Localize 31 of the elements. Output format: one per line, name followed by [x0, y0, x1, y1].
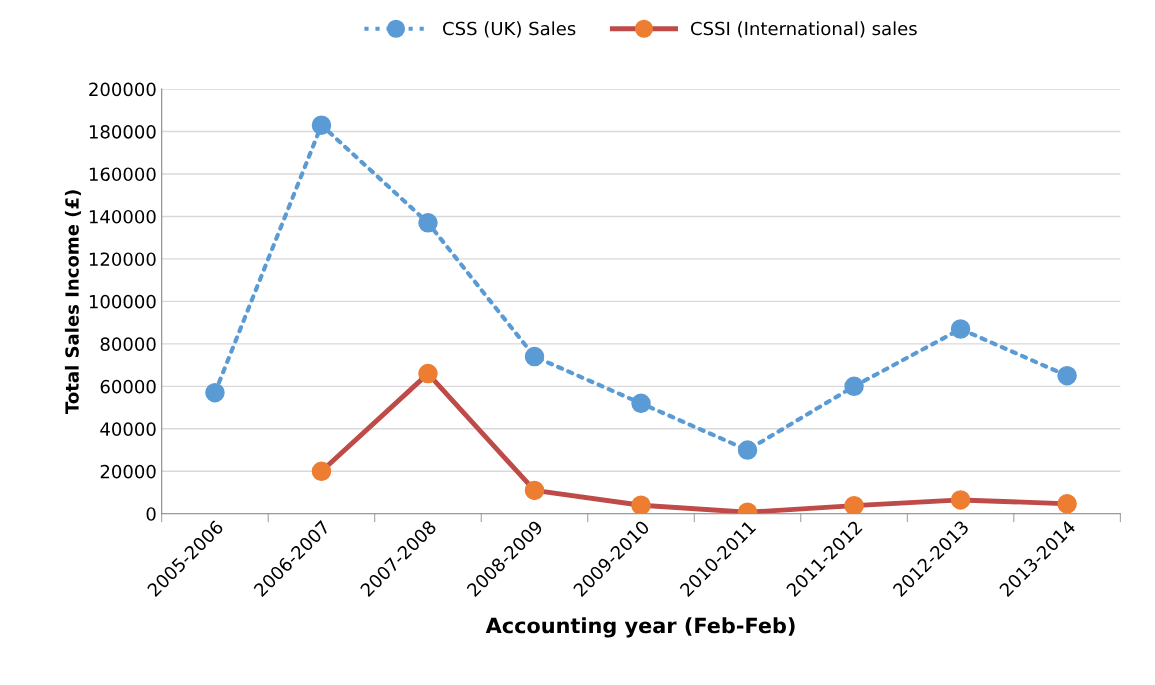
point — [524, 480, 545, 501]
y-tick-label: 180000 — [89, 124, 156, 139]
point — [950, 319, 971, 339]
y-tick-label: 60000 — [100, 379, 156, 394]
point — [524, 346, 545, 367]
y-tick-label: 120000 — [89, 252, 156, 267]
x-axis-title: Accounting year (Feb-Feb) — [485, 617, 795, 638]
y-tick-label: 160000 — [89, 167, 156, 182]
legend-label: CSS (UK) Sales — [443, 21, 576, 38]
point — [311, 461, 332, 482]
point — [311, 115, 332, 135]
point — [418, 213, 438, 233]
y-tick-label: 80000 — [100, 337, 156, 351]
legend-label: CSSI (International) sales — [691, 21, 917, 38]
y-tick-label: 40000 — [100, 422, 156, 436]
point — [844, 495, 864, 514]
y-tick-label: 100000 — [89, 294, 156, 309]
y-axis-title: Total Sales Income (£) — [64, 190, 81, 414]
point — [418, 363, 438, 384]
point — [737, 440, 758, 460]
point — [1057, 365, 1077, 386]
y-tick-label: 200000 — [89, 82, 156, 97]
y-tick-label: 20000 — [100, 464, 156, 479]
point — [205, 382, 225, 403]
point — [844, 376, 864, 397]
point — [631, 393, 651, 414]
y-tick-label: 140000 — [89, 209, 156, 224]
point — [631, 495, 651, 514]
point — [950, 490, 971, 510]
y-tick-label: 0 — [146, 507, 156, 521]
point — [1057, 494, 1077, 514]
